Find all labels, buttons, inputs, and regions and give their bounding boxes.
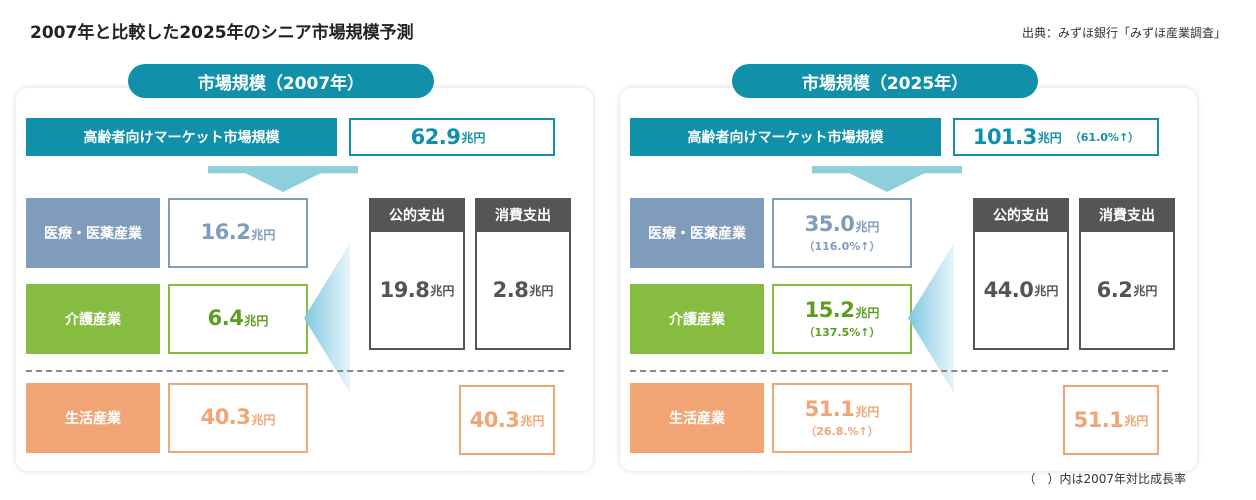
consumer-value-box: 6.2 兆円	[1079, 232, 1175, 350]
total-unit: 兆円	[1037, 130, 1062, 145]
care-value: 6.4	[207, 306, 244, 330]
down-arrow	[208, 166, 358, 192]
total-value-box: 62.9 兆円	[349, 118, 555, 156]
total-growth: （61.0%↑）	[1069, 131, 1140, 144]
consumer-unit: 兆円	[1133, 283, 1158, 298]
total-value-box: 101.3 兆円 （61.0%↑）	[953, 118, 1159, 156]
life-unit: 兆円	[251, 413, 276, 427]
life-consumer-value: 40.3	[469, 408, 520, 432]
public-label: 公的支出	[369, 198, 465, 232]
medical-label: 医療・医薬産業	[26, 198, 160, 268]
life-consumer-unit: 兆円	[1124, 413, 1149, 428]
public-label: 公的支出	[973, 198, 1069, 232]
life-label: 生活産業	[26, 383, 160, 453]
panel-heading: 市場規模（2007年）	[128, 64, 434, 98]
medical-label: 医療・医薬産業	[630, 198, 764, 268]
down-arrow	[812, 166, 962, 192]
life-consumer-value: 51.1	[1073, 408, 1124, 432]
medical-unit: 兆円	[251, 228, 276, 242]
consumer-label: 消費支出	[1079, 198, 1175, 232]
life-growth: （26.8.%↑）	[805, 425, 879, 438]
care-growth: （137.5%↑）	[803, 326, 881, 339]
medical-value: 16.2	[200, 220, 251, 244]
public-unit: 兆円	[430, 283, 455, 298]
public-value-box: 44.0 兆円	[973, 232, 1069, 350]
panel-2025: 市場規模（2025年） 高齢者向けマーケット市場規模 101.3 兆円 （61.0%…	[620, 64, 1197, 471]
medical-value: 35.0	[804, 212, 855, 236]
care-value-box: 6.4 兆円	[168, 284, 308, 354]
care-label: 介護産業	[630, 284, 764, 354]
panel-heading: 市場規模（2025年）	[732, 64, 1038, 98]
life-unit: 兆円	[855, 405, 880, 419]
life-value: 40.3	[200, 405, 251, 429]
public-unit: 兆円	[1034, 283, 1059, 298]
growth-note: （ ）内は2007年対比成長率	[1023, 472, 1186, 486]
dashed-divider	[630, 370, 1168, 372]
source-note: 出典：みずほ銀行「みずほ産業調査」	[1021, 26, 1226, 40]
life-value-box: 51.1 兆円 （26.8.%↑）	[772, 383, 912, 453]
medical-value-box: 35.0 兆円 （116.0%↑）	[772, 198, 912, 268]
care-unit: 兆円	[855, 306, 880, 320]
panel-2007: 市場規模（2007年） 高齢者向けマーケット市場規模 62.9 兆円 医療・医薬産…	[16, 64, 593, 471]
care-value: 15.2	[804, 298, 855, 322]
consumer-value-box: 2.8 兆円	[475, 232, 571, 350]
consumer-unit: 兆円	[529, 283, 554, 298]
total-label: 高齢者向けマーケット市場規模	[630, 118, 941, 156]
care-value-box: 15.2 兆円 （137.5%↑）	[772, 284, 912, 354]
life-consumer-box: 51.1 兆円	[1063, 385, 1159, 455]
life-label: 生活産業	[630, 383, 764, 453]
care-label: 介護産業	[26, 284, 160, 354]
total-label: 高齢者向けマーケット市場規模	[26, 118, 337, 156]
care-unit: 兆円	[244, 314, 269, 328]
life-value-box: 40.3 兆円	[168, 383, 308, 453]
medical-value-box: 16.2 兆円	[168, 198, 308, 268]
medical-growth: （116.0%↑）	[803, 240, 881, 253]
public-value: 44.0	[983, 278, 1034, 302]
life-consumer-unit: 兆円	[520, 413, 545, 428]
life-value: 51.1	[804, 397, 855, 421]
consumer-value: 2.8	[492, 278, 529, 302]
consumer-value: 6.2	[1096, 278, 1133, 302]
public-value-box: 19.8 兆円	[369, 232, 465, 350]
life-consumer-box: 40.3 兆円	[459, 385, 555, 455]
total-unit: 兆円	[461, 130, 486, 145]
total-value: 62.9	[410, 125, 461, 149]
medical-unit: 兆円	[855, 220, 880, 234]
public-value: 19.8	[379, 278, 430, 302]
chart-title: 2007年と比較した2025年のシニア市場規模予測	[30, 23, 414, 43]
total-value: 101.3	[972, 125, 1037, 149]
consumer-label: 消費支出	[475, 198, 571, 232]
dashed-divider	[26, 370, 564, 372]
